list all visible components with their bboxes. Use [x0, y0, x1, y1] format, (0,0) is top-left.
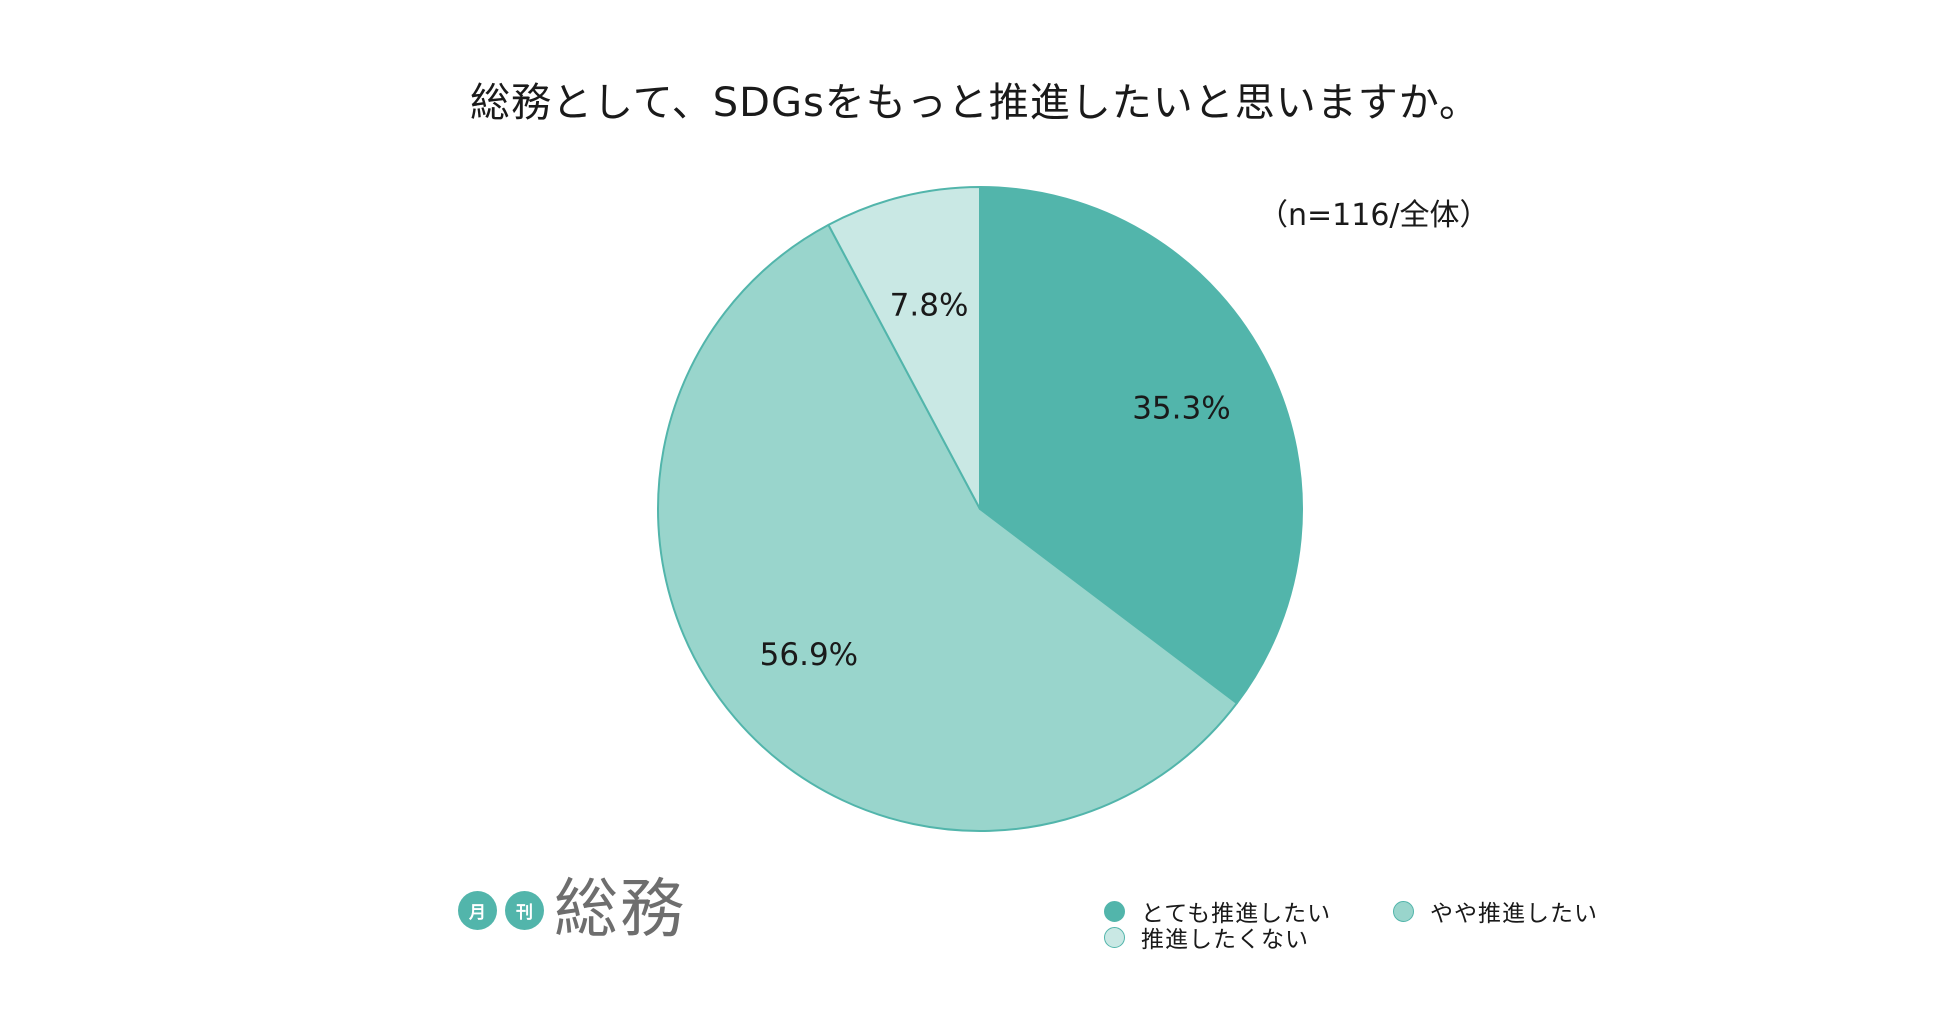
slice-label: 56.9% — [760, 637, 858, 673]
publisher-logo: 月 刊 総務 — [458, 878, 686, 942]
legend-label: とても推進したい — [1141, 901, 1332, 927]
legend-label: やや推進したい — [1430, 901, 1598, 927]
logo-badge-publication: 刊 — [505, 890, 544, 930]
legend-dot-icon — [1104, 900, 1125, 922]
legend-label: 推進したくない — [1141, 927, 1309, 953]
chart-title: 総務として、SDGsをもっと推進したいと思いますか。 — [469, 80, 1481, 126]
legend-dot-icon — [1104, 926, 1125, 948]
logo-text: 総務 — [554, 873, 686, 947]
slice-somewhat — [657, 223, 1238, 832]
legend-dot-icon — [1393, 900, 1414, 922]
sample-size-note: （n=116/全体） — [1258, 198, 1490, 233]
logo-badge-monthly: 月 — [458, 890, 497, 930]
pie-labels: 35.3% 56.9% 7.8% — [760, 287, 1231, 673]
pie-slices — [657, 186, 1303, 832]
legend-item-somewhat: やや推進したい — [1393, 894, 1598, 928]
slice-very-much — [979, 186, 1303, 705]
legend-item-not: 推進したくない — [1104, 920, 1309, 954]
slice-label: 7.8% — [890, 287, 969, 323]
slice-not — [827, 186, 981, 510]
legend-item-very-much: とても推進したい — [1104, 894, 1331, 928]
slice-label: 35.3% — [1132, 391, 1230, 427]
